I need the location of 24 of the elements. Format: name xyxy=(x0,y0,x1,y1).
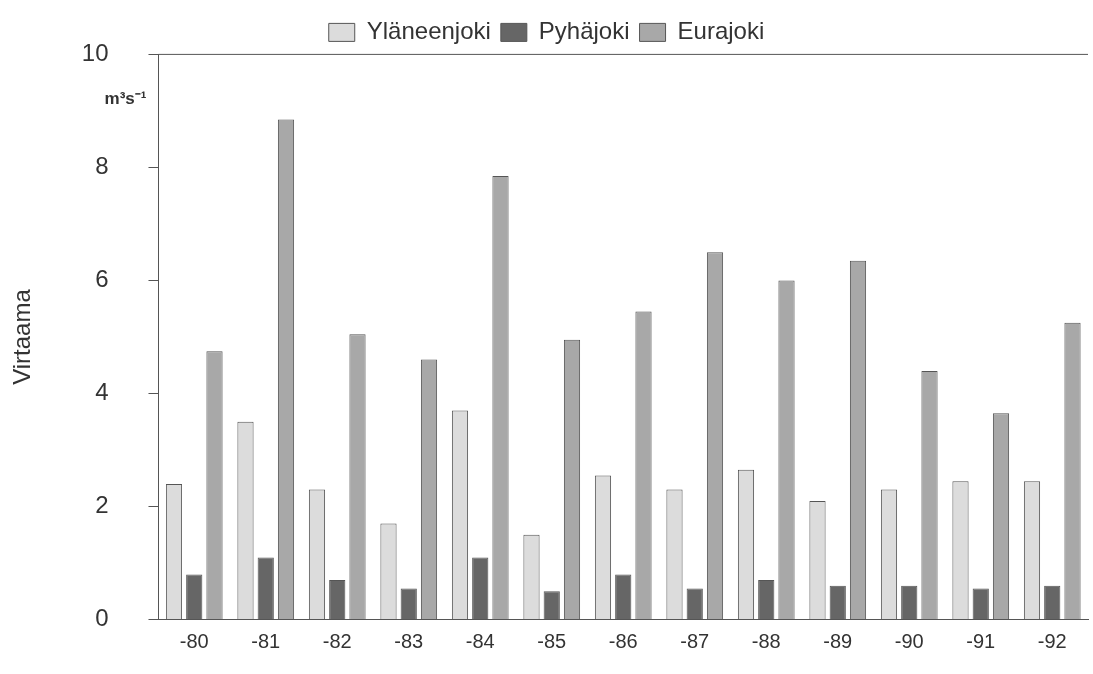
text: m³s⁻¹ xyxy=(104,89,147,109)
x-tick-label: -83 xyxy=(394,630,424,653)
legend-label: Eurajoki xyxy=(677,17,765,45)
x-tick-label: -90 xyxy=(894,630,924,653)
y-tick-label: 10 xyxy=(81,39,109,67)
x-tick-label: -88 xyxy=(751,630,781,653)
legend-label: Pyhäjoki xyxy=(538,17,630,45)
x-tick-label: -89 xyxy=(823,630,853,653)
x-tick-label: -91 xyxy=(966,630,996,653)
x-tick-label: -87 xyxy=(680,630,710,653)
x-tick-label: -86 xyxy=(608,630,638,653)
x-tick-label: -92 xyxy=(1037,630,1067,653)
y-tick-label: 8 xyxy=(95,152,109,180)
y-tick-label: 0 xyxy=(95,604,109,632)
y-tick-label: 2 xyxy=(95,491,109,519)
y-axis-title: Virtaama xyxy=(8,288,36,385)
y-tick-label: 6 xyxy=(95,265,109,293)
legend-label: Yläneenjoki xyxy=(366,17,491,45)
y-tick-label: 4 xyxy=(95,378,109,406)
x-tick-label: -81 xyxy=(251,630,281,653)
x-tick-label: -84 xyxy=(465,630,495,653)
x-tick-label: -82 xyxy=(322,630,352,653)
x-tick-label: -80 xyxy=(179,630,209,653)
x-tick-label: -85 xyxy=(537,630,567,653)
